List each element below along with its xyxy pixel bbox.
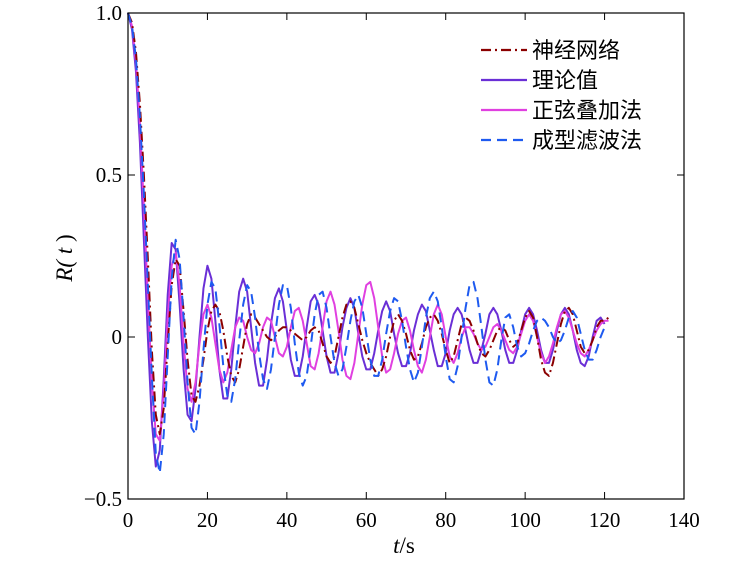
series-layer bbox=[127, 12, 610, 475]
y-axis-label-variable: t bbox=[52, 247, 77, 260]
x-tick-label-0: 0 bbox=[123, 508, 134, 532]
series-line-0 bbox=[127, 12, 610, 436]
y-axis-label-suffix: ) bbox=[52, 234, 77, 247]
x-axis-label-variable: t bbox=[393, 533, 400, 558]
x-tick-label-7: 140 bbox=[668, 508, 700, 532]
x-axis-label: t/s bbox=[393, 533, 415, 558]
series-line-3 bbox=[127, 12, 606, 475]
x-tick-label-5: 100 bbox=[509, 508, 541, 532]
legend-label-1: 理论值 bbox=[532, 69, 598, 94]
plot-frame bbox=[127, 12, 685, 500]
legend-label-3: 成型滤波法 bbox=[532, 129, 642, 154]
x-tick-label-6: 120 bbox=[589, 508, 621, 532]
x-tick-label-3: 60 bbox=[356, 508, 377, 532]
x-tick-label-1: 20 bbox=[197, 508, 218, 532]
plot-area bbox=[128, 13, 684, 499]
y-tick-label-1: 0 bbox=[112, 325, 123, 349]
x-axis-label-unit: /s bbox=[400, 533, 415, 558]
x-tick-label-2: 40 bbox=[276, 508, 297, 532]
y-tick-label-2: 0.5 bbox=[96, 163, 122, 187]
x-tick-label-4: 80 bbox=[435, 508, 456, 532]
y-tick-label-3: 1.0 bbox=[96, 1, 122, 25]
legend-label-0: 神经网络 bbox=[532, 39, 620, 64]
legend-label-2: 正弦叠加法 bbox=[532, 99, 642, 124]
ticks-layer: 0 20 40 60 80 100 120 140−0.500.51.0 bbox=[84, 1, 700, 532]
series-line-2 bbox=[127, 12, 609, 442]
y-tick-label-0: −0.5 bbox=[84, 487, 122, 511]
y-axis-label-prefix: R( bbox=[52, 259, 77, 283]
series-line-1 bbox=[127, 12, 606, 468]
y-axis-label: R( t ) bbox=[52, 234, 77, 282]
